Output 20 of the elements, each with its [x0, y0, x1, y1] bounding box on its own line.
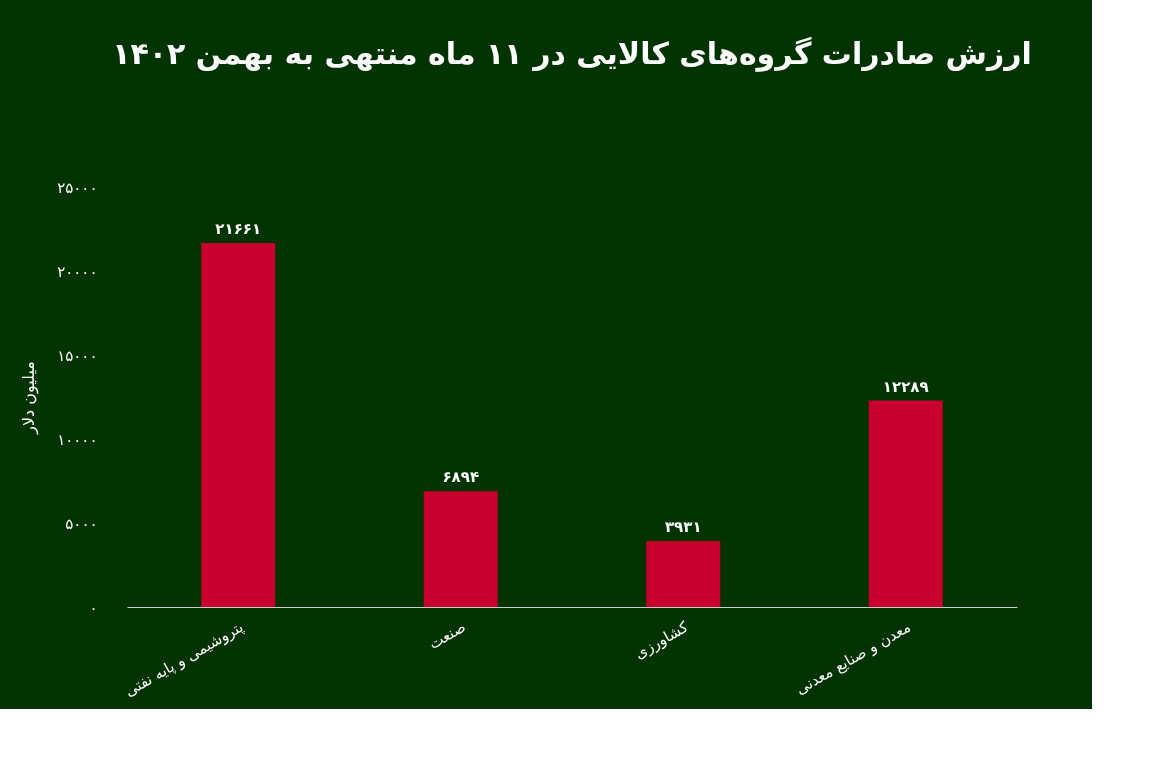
- data-label: ۶۸۹۴: [442, 468, 480, 487]
- data-label: ۱۲۲۸۹: [882, 377, 929, 396]
- y-tick-label: ۲۰۰۰۰: [57, 262, 98, 281]
- bar: [201, 243, 276, 607]
- y-tick-label: ۱۵۰۰۰: [57, 346, 98, 365]
- y-tick-label: ۲۵۰۰۰: [57, 178, 98, 197]
- y-axis-title: میلیون دلار: [19, 361, 40, 435]
- data-label: ۲۱۶۶۱: [215, 220, 262, 239]
- x-tick-label: کشاورزی: [631, 617, 692, 663]
- bar: [646, 540, 721, 607]
- bar: [423, 491, 498, 607]
- y-tick-label: ۰: [89, 598, 98, 617]
- bar: [868, 400, 943, 607]
- x-tick-label: معدن و صنایع معدنی: [792, 617, 914, 699]
- x-tick-label: پتروشیمی و پایه نفتی: [121, 617, 247, 702]
- x-tick-label: صنعت: [425, 617, 469, 653]
- data-label: ۳۹۳۱: [664, 517, 702, 536]
- chart-title: ارزش صادرات گروه‌های کالایی در ۱۱ ماه منتهی به بهمن ۱۴۰۲: [112, 36, 1032, 72]
- y-tick-label: ۵۰۰۰: [65, 514, 98, 533]
- y-tick-label: ۱۰۰۰۰: [57, 430, 98, 449]
